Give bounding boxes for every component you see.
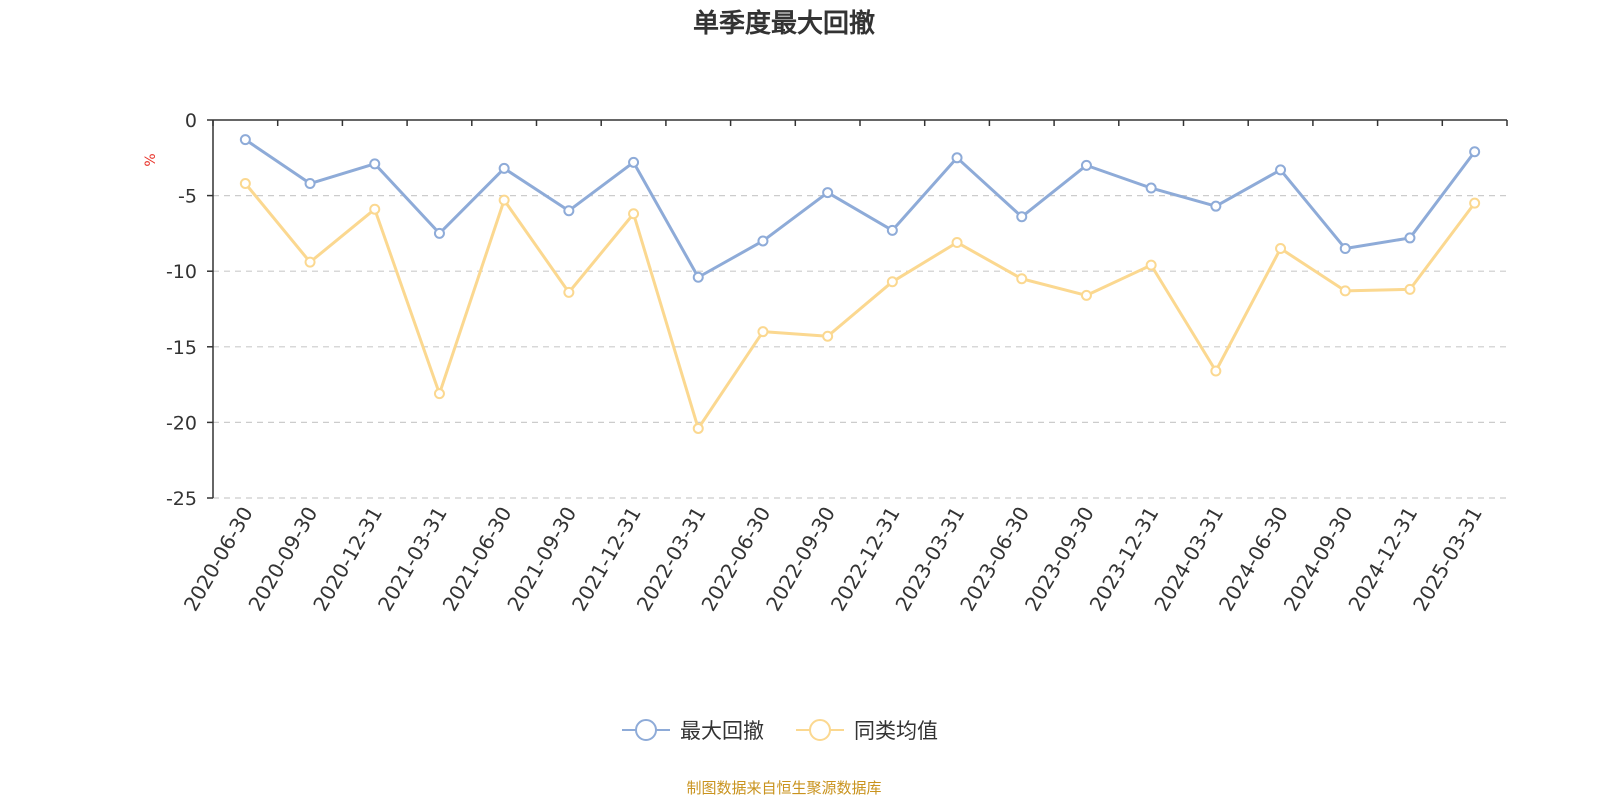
- data-point: [886, 224, 898, 236]
- data-source-note: 制图数据来自恒生聚源数据库: [686, 779, 881, 797]
- data-point: [304, 178, 316, 190]
- data-point: [1275, 164, 1287, 176]
- data-point: [1016, 273, 1028, 285]
- data-point: [1404, 283, 1416, 295]
- data-point: [822, 330, 834, 342]
- data-point: [304, 256, 316, 268]
- data-point: [433, 388, 445, 400]
- y-axis-unit: %: [143, 153, 159, 166]
- legend-label: 同类均值: [854, 719, 938, 743]
- data-point: [1145, 182, 1157, 194]
- data-point: [822, 187, 834, 199]
- y-tick-label: 0: [185, 110, 197, 132]
- data-point: [757, 326, 769, 338]
- data-point: [1016, 211, 1028, 223]
- data-point: [1339, 243, 1351, 255]
- legend-marker: [809, 719, 831, 741]
- axes: [207, 119, 1508, 499]
- chart-title: 单季度最大回撤: [693, 8, 875, 39]
- data-point: [563, 286, 575, 298]
- series-line-0: [244, 138, 1476, 279]
- data-point: [1469, 197, 1481, 209]
- legend-item-0[interactable]: 最大回撤: [622, 719, 764, 743]
- data-point: [628, 208, 640, 220]
- data-point: [628, 156, 640, 168]
- series-line-1: [244, 182, 1476, 430]
- data-point: [239, 178, 251, 190]
- x-tick-label: 2025-03-31: [1408, 503, 1487, 616]
- series-layer: [239, 134, 1481, 434]
- data-point: [1339, 285, 1351, 297]
- data-point: [1080, 289, 1092, 301]
- legend[interactable]: 最大回撤 同类均值: [622, 719, 938, 743]
- y-tick-label: -25: [166, 488, 197, 510]
- data-point: [498, 194, 510, 206]
- y-tick-label: -20: [166, 412, 197, 434]
- data-point: [1275, 243, 1287, 255]
- data-point: [886, 276, 898, 288]
- data-point: [757, 235, 769, 247]
- data-point: [1080, 159, 1092, 171]
- data-point: [951, 236, 963, 248]
- data-point: [369, 203, 381, 215]
- data-point: [563, 205, 575, 217]
- data-point: [1210, 365, 1222, 377]
- data-point: [1145, 259, 1157, 271]
- data-point: [1210, 200, 1222, 212]
- data-point: [369, 158, 381, 170]
- y-axis-ticks: 0 -5 -10 -15 -20 -25: [166, 110, 197, 510]
- data-point: [951, 152, 963, 164]
- data-point: [1469, 146, 1481, 158]
- legend-marker: [635, 719, 657, 741]
- y-tick-label: -15: [166, 337, 197, 359]
- y-tick-label: -5: [178, 186, 197, 208]
- data-point: [239, 134, 251, 146]
- data-point: [692, 422, 704, 434]
- legend-label: 最大回撤: [680, 719, 764, 743]
- data-point: [692, 271, 704, 283]
- legend-item-1[interactable]: 同类均值: [796, 719, 938, 743]
- data-point: [1404, 232, 1416, 244]
- x-axis-ticks: 2020-06-302020-09-302020-12-312021-03-31…: [179, 503, 1487, 616]
- grid-lines: [213, 195, 1507, 499]
- y-tick-label: -10: [166, 261, 197, 283]
- data-point: [433, 227, 445, 239]
- data-point: [498, 162, 510, 174]
